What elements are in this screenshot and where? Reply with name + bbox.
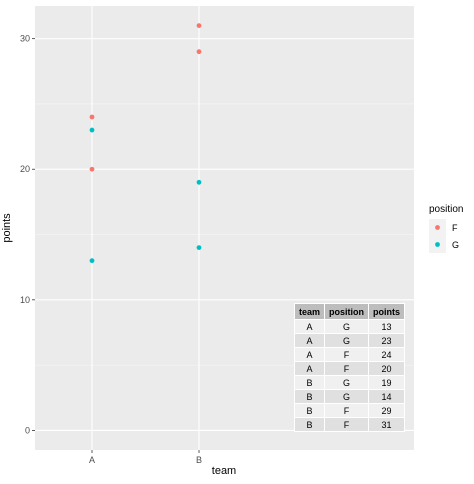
table-header-position: position [325,304,369,319]
legend-title: position [429,204,463,215]
legend-key-g [435,242,440,247]
cell-position: G [325,320,369,333]
cell-team: B [295,376,325,389]
table-header-row: team position points [295,304,405,319]
cell-points: 19 [369,376,405,389]
cell-team: A [295,320,325,333]
point-f [196,49,202,55]
table-row: B F 29 [295,404,405,417]
table-row: A F 20 [295,362,405,375]
cell-position: F [325,418,369,431]
table-header-team: team [295,304,325,319]
cell-team: A [295,362,325,375]
cell-points: 20 [369,362,405,375]
cell-points: 24 [369,348,405,361]
point-f [89,166,95,172]
cell-team: B [295,390,325,403]
table-row: A G 13 [295,320,405,333]
cell-points: 14 [369,390,405,403]
cell-points: 23 [369,334,405,347]
cell-points: 29 [369,404,405,417]
y-axis: 0 10 20 30 [20,34,35,435]
cell-team: B [295,418,325,431]
legend-label: F [452,223,458,233]
cell-position: G [325,334,369,347]
x-tick-label: B [196,455,202,465]
cell-points: 13 [369,320,405,333]
legend-keys: FG [429,219,459,253]
y-tick-label: 10 [20,295,30,305]
table-body: A G 13 A G 23 A F 24 A F 20 B G 19 B G 14 B F 29 B F 31 [295,320,405,431]
table-row: B G 19 [295,376,405,389]
table-header-points: points [369,304,405,319]
cell-team: A [295,348,325,361]
cell-position: G [325,390,369,403]
cell-team: B [295,404,325,417]
cell-points: 31 [369,418,405,431]
x-tick-label: A [89,455,95,465]
cell-team: A [295,334,325,347]
table-row: A G 23 [295,334,405,347]
x-axis-title: team [212,465,236,477]
data-table: team position points A G 13 A G 23 A F 24 A F 20 B G 1… [294,303,406,432]
table-row: B F 31 [295,418,405,431]
legend-key-f [435,225,440,230]
y-tick-label: 0 [25,425,30,435]
points-layer [89,23,202,264]
grid-major [35,6,414,450]
cell-position: F [325,348,369,361]
table-row: B G 14 [295,390,405,403]
point-f [196,23,202,28]
legend-label: G [452,240,459,250]
y-axis-title: points [1,213,13,243]
cell-position: F [325,362,369,375]
point-g [89,127,95,133]
legend: position FG [429,204,463,253]
point-g [89,258,95,264]
point-f [89,114,95,120]
cell-position: G [325,376,369,389]
cell-position: F [325,404,369,417]
y-tick-label: 20 [20,164,30,174]
table-row: A F 24 [295,348,405,361]
y-tick-label: 30 [20,34,30,44]
point-g [196,245,202,250]
point-g [196,179,202,185]
